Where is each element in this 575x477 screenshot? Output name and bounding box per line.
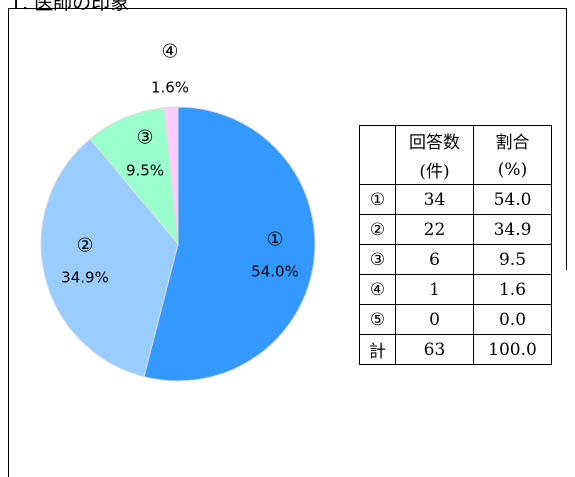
table-header: 回答数	[395, 125, 474, 155]
table-cell: 63	[395, 334, 474, 365]
table-cell: 1.6	[473, 274, 552, 305]
table-row: ④ 1 1.6	[359, 274, 552, 305]
table-cell: 9.5	[473, 244, 552, 275]
pie-slice	[163, 106, 179, 245]
table-cell: ②	[359, 214, 396, 245]
table-cell: ③	[359, 244, 396, 275]
table-cell: ①	[359, 184, 396, 215]
table-row: ② 22 34.9	[359, 214, 552, 245]
slice-value-label: 54.0%	[251, 263, 299, 281]
table-row: ⑤ 0 0.0	[359, 304, 552, 335]
slice-category: ③	[136, 127, 153, 149]
page-title: 1. 医師の印象	[10, 0, 130, 14]
table-row: ③ 6 9.5	[359, 244, 552, 275]
slice-value-label: 9.5%	[126, 162, 164, 180]
table-corner	[359, 125, 396, 185]
slice-value-label: 34.9%	[61, 269, 109, 287]
table-cell: 0	[395, 304, 474, 335]
table-cell: 34	[395, 184, 474, 215]
table-cell: ④	[359, 274, 396, 305]
pie	[40, 106, 316, 382]
table-cell: 計	[359, 334, 396, 365]
table-cell: 6	[395, 244, 474, 275]
slice-category: ④	[161, 41, 178, 63]
table-cell: 0.0	[473, 304, 552, 335]
table-header: (件)	[395, 155, 474, 185]
table-row: ① 34 54.0	[359, 184, 552, 215]
summary-table: 回答数 割合 (件) (%) ① 34 54.0 ② 22 34.9 ③ 6 9.5 ④ 1 1.6 ⑤…	[359, 125, 552, 365]
table-header: (%)	[473, 155, 552, 185]
slice-category: ②	[76, 235, 93, 257]
table-cell: 1	[395, 274, 474, 305]
table-cell: 100.0	[473, 334, 552, 365]
table-cell: 54.0	[473, 184, 552, 215]
pie-slice	[40, 138, 179, 378]
table-body: ① 34 54.0 ② 22 34.9 ③ 6 9.5 ④ 1 1.6 ⑤ 0 0.0 計 63 100.0	[359, 184, 552, 365]
pie-slice	[143, 106, 316, 382]
slice-value-label: 1.6%	[151, 79, 189, 97]
table-header: 割合	[473, 125, 552, 155]
pie-slice	[89, 107, 179, 246]
table-cell: ⑤	[359, 304, 396, 335]
slice-category: ①	[266, 229, 283, 251]
table-row: 計 63 100.0	[359, 334, 552, 365]
table-cell: 34.9	[473, 214, 552, 245]
table-cell: 22	[395, 214, 474, 245]
pie-labels: ① 54.0% ② 34.9% ③ 9.5% ④ 1.6%	[61, 41, 299, 287]
